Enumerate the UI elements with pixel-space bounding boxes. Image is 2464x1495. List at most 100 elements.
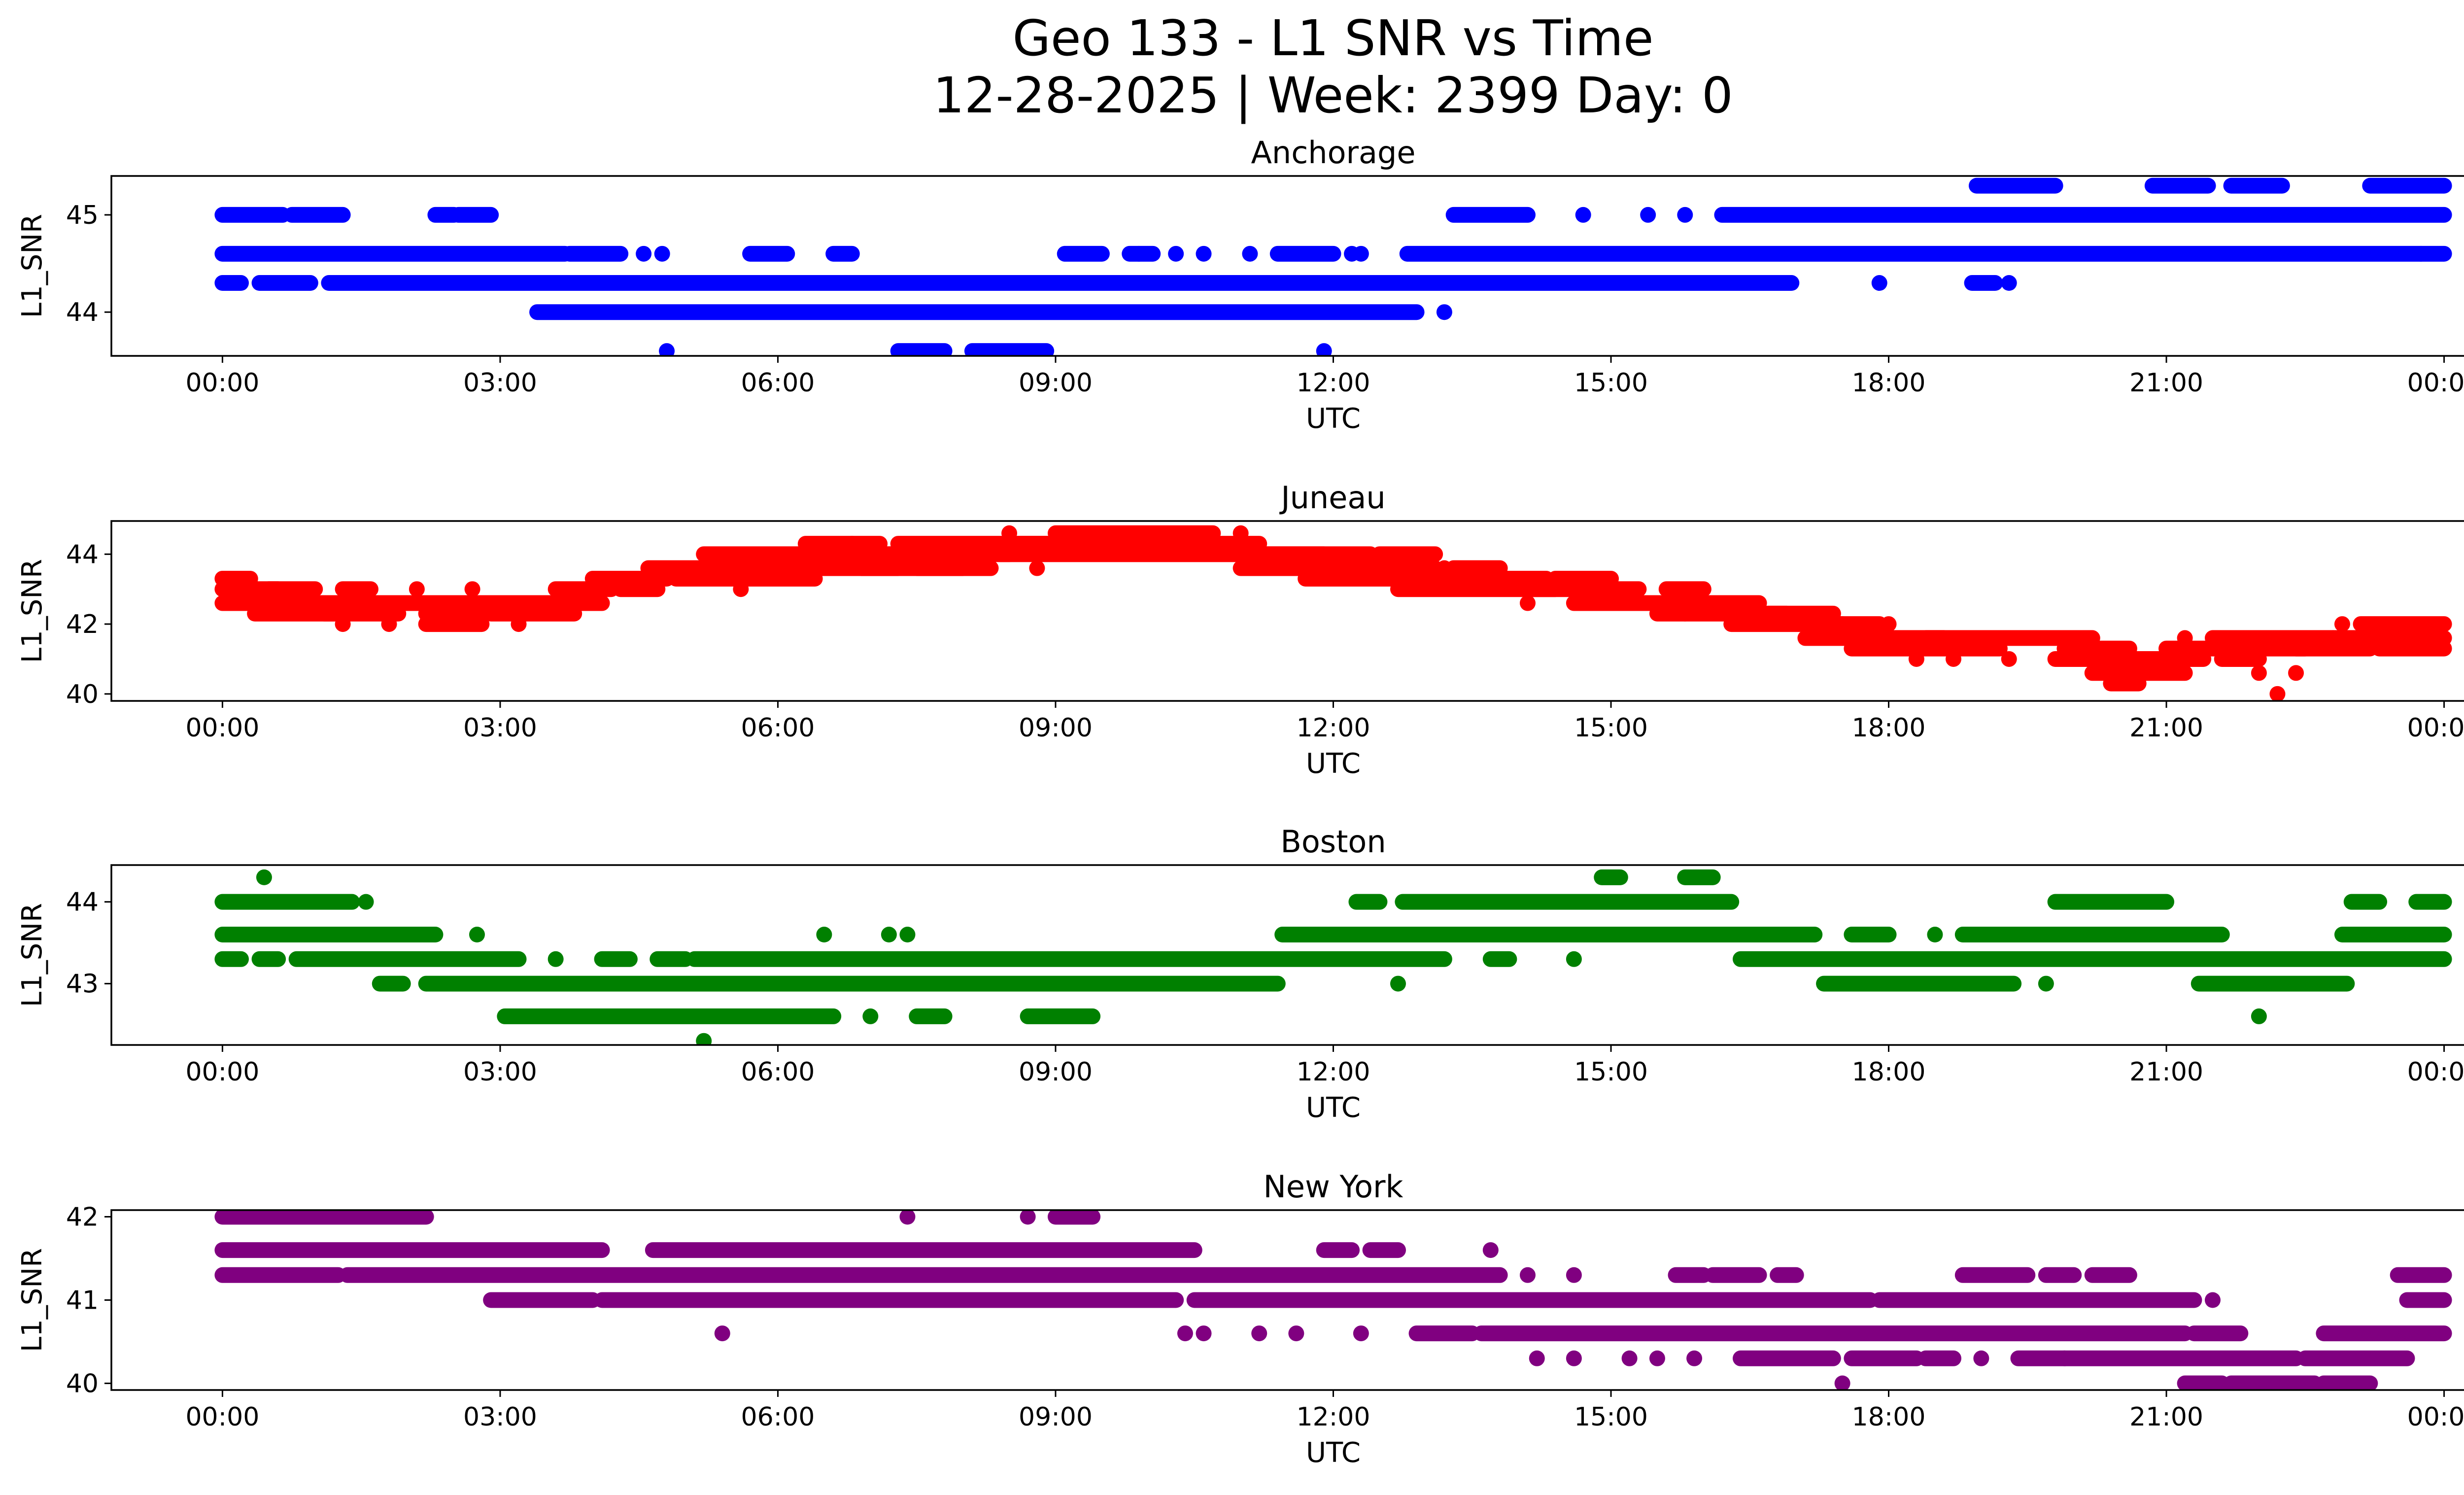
x-tick-label: 00:00 (2407, 1057, 2464, 1087)
marker-point (1001, 1292, 1018, 1308)
subplot-new-york: New York 00:00 03:00 06:00 09:00 12:00 15:00 18… (16, 1169, 2464, 1469)
marker-point (1566, 1350, 1582, 1366)
subplot-title: Boston (1280, 824, 1386, 860)
marker-point (335, 616, 351, 632)
marker-point (1131, 245, 1147, 262)
marker-point (1436, 560, 1452, 576)
subplot-juneau: Juneau 00:00 03:00 06:00 09:00 12:00 15:00 18:0… (16, 480, 2464, 780)
y-axis-label: L1_SNR (16, 903, 48, 1007)
x-tick-label: 06:00 (741, 1057, 815, 1087)
x-axis-label: UTC (1306, 748, 1361, 780)
marker-point (1168, 245, 1184, 262)
marker-point (358, 894, 374, 910)
marker-point (1927, 927, 1943, 943)
marker-point (1390, 975, 1406, 992)
marker-point (1566, 1267, 1582, 1283)
x-tick-label: 18:00 (1852, 713, 1926, 743)
marker-point (1029, 560, 1045, 576)
x-tick-label: 09:00 (1019, 1402, 1093, 1432)
marker-point (2056, 1350, 2073, 1366)
marker-point (409, 581, 425, 597)
marker-point (1881, 616, 1897, 632)
marker-point (2334, 616, 2350, 632)
marker-point (1020, 1210, 1036, 1225)
marker-point (1946, 651, 1962, 667)
marker-point (654, 245, 670, 262)
x-tick-label: 15:00 (1574, 1057, 1648, 1087)
y-tick-label: 42 (66, 610, 99, 639)
y-tick-label: 44 (66, 298, 99, 327)
x-tick-label: 00:00 (185, 1057, 259, 1087)
x-axis-label: UTC (1306, 403, 1361, 435)
marker-point (511, 616, 527, 632)
x-tick-label: 18:00 (1852, 1402, 1926, 1432)
marker-point (1196, 245, 1212, 262)
marker-point (881, 927, 897, 943)
marker-point (1973, 1350, 1989, 1366)
x-tick-label: 21:00 (2129, 1057, 2203, 1087)
marker-point (1177, 1325, 1193, 1342)
y-tick-label: 45 (66, 201, 99, 230)
scatter-markers (214, 869, 2452, 1045)
x-tick-label: 15:00 (1574, 713, 1648, 743)
marker-point (1575, 207, 1591, 223)
subplots: Anchorage 00:00 03:00 06:00 09:00 12:00 15:00 1… (16, 135, 2464, 1469)
marker-point (464, 581, 480, 597)
marker-point (1288, 1325, 1304, 1342)
x-axis-label: UTC (1306, 1092, 1361, 1124)
marker-point (2177, 630, 2193, 646)
subplot-title: New York (1264, 1169, 1403, 1205)
scatter-markers (214, 1210, 2452, 1390)
x-tick-label: 06:00 (741, 368, 815, 398)
marker-point (714, 1325, 730, 1342)
x-tick-label: 06:00 (741, 1402, 815, 1432)
marker-point (1834, 1375, 1850, 1390)
x-tick-label: 15:00 (1574, 1402, 1648, 1432)
y-axis-label: L1_SNR (16, 1248, 48, 1352)
marker-point (1353, 245, 1369, 262)
marker-point (696, 1033, 712, 1045)
x-tick-label: 00:00 (185, 368, 259, 398)
marker-point (1529, 1350, 1545, 1366)
marker-point (381, 616, 397, 632)
marker-point (1482, 1242, 1499, 1258)
x-tick-label: 00:00 (185, 713, 259, 743)
x-tick-label: 00:00 (2407, 368, 2464, 398)
x-tick-label: 09:00 (1019, 368, 1093, 398)
marker-point (1251, 1325, 1267, 1342)
marker-point (256, 869, 272, 885)
marker-point (1677, 605, 1693, 622)
y-axis-label: L1_SNR (16, 214, 48, 318)
x-tick-label: 12:00 (1297, 713, 1370, 743)
marker-point (2001, 275, 2017, 291)
marker-point (2038, 975, 2054, 992)
marker-point (1844, 630, 1860, 646)
x-tick-label: 18:00 (1852, 1057, 1926, 1087)
marker-point (816, 927, 832, 943)
x-tick-label: 12:00 (1297, 1057, 1370, 1087)
x-tick-label: 00:00 (2407, 1402, 2464, 1432)
marker-point (1686, 1350, 1703, 1366)
marker-point (1871, 275, 1887, 291)
x-tick-label: 12:00 (1297, 368, 1370, 398)
marker-point (1640, 207, 1656, 223)
marker-point (1566, 951, 1582, 967)
x-tick-label: 12:00 (1297, 1402, 1370, 1432)
x-tick-label: 21:00 (2129, 713, 2203, 743)
x-tick-label: 21:00 (2129, 368, 2203, 398)
y-tick-label: 41 (66, 1286, 99, 1316)
x-axis-label: UTC (1306, 1437, 1361, 1469)
marker-point (733, 581, 749, 597)
marker-point (1566, 570, 1582, 587)
marker-point (659, 343, 675, 356)
y-tick-label: 40 (66, 1369, 99, 1398)
marker-point (2001, 651, 2017, 667)
marker-point (899, 1210, 916, 1225)
x-tick-label: 03:00 (463, 368, 537, 398)
x-tick-label: 09:00 (1019, 713, 1093, 743)
x-tick-label: 00:00 (2407, 713, 2464, 743)
subplot-title: Juneau (1279, 480, 1385, 516)
subplot-boston: Boston 00:00 03:00 06:00 09:00 12:00 15:00 18:0… (16, 824, 2464, 1124)
x-tick-label: 03:00 (463, 1402, 537, 1432)
